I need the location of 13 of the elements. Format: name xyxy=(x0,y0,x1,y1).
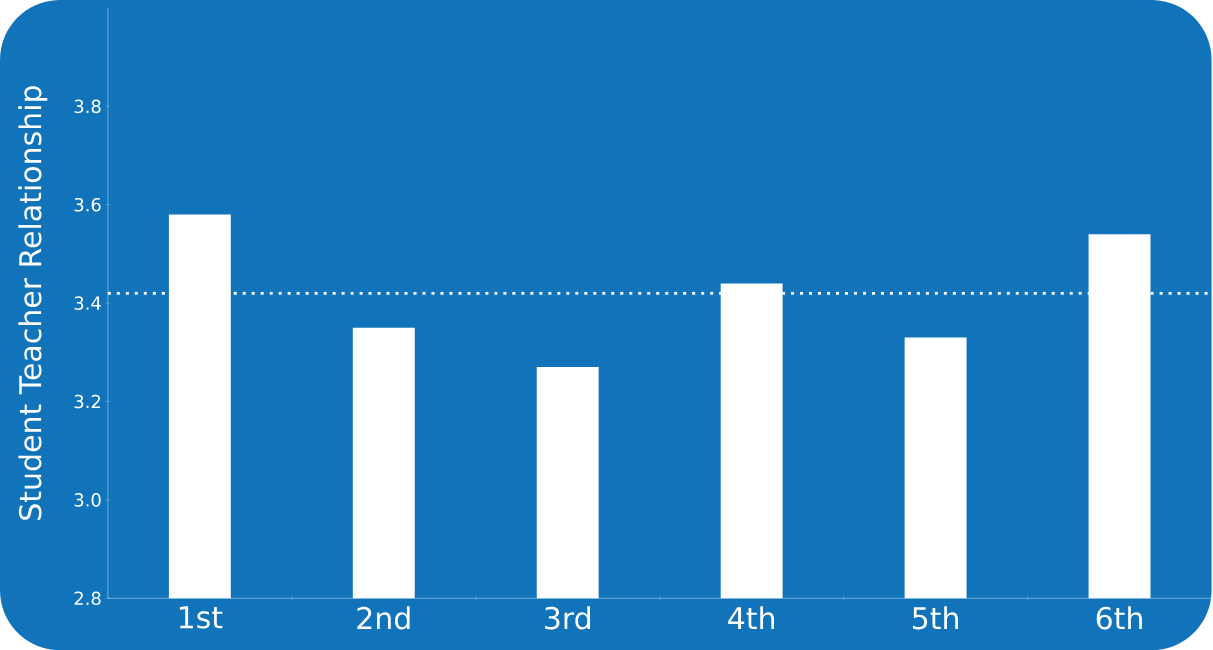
x-tick-label: 4th xyxy=(728,606,775,629)
x-tick-label: 2nd xyxy=(357,606,410,630)
x-tick-label: 6th xyxy=(1096,606,1142,630)
y-tick-label: 3.2 xyxy=(74,394,101,409)
x-tick-label: 5th xyxy=(913,606,958,630)
y-tick-label: 3.4 xyxy=(74,296,101,310)
y-tick-label: 3.8 xyxy=(74,99,101,114)
y-tick-label: 2.8 xyxy=(74,591,101,605)
y-axis-title: Student Teacher Relationship xyxy=(18,86,48,520)
y-tick-label: 3.0 xyxy=(74,492,101,507)
y-tick-label: 3.6 xyxy=(74,197,101,212)
x-tick-label: 1st xyxy=(179,606,223,629)
x-tick-label: 3rd xyxy=(545,606,590,630)
